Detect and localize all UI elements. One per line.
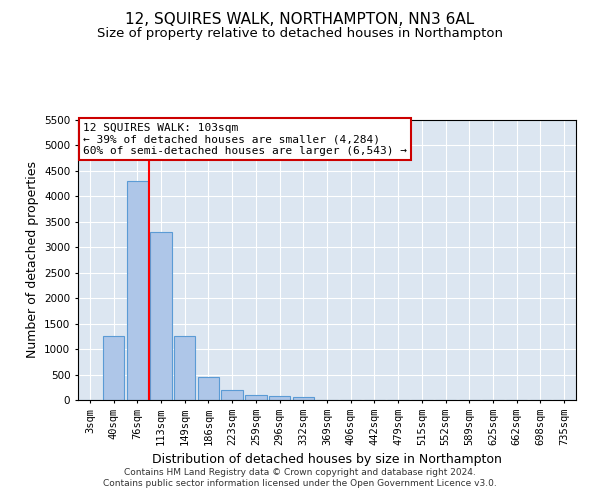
Bar: [103, 336, 124, 400]
Text: 12, SQUIRES WALK, NORTHAMPTON, NN3 6AL: 12, SQUIRES WALK, NORTHAMPTON, NN3 6AL: [125, 12, 475, 28]
X-axis label: Distribution of detached houses by size in Northampton: Distribution of detached houses by size …: [152, 454, 502, 466]
Text: Contains HM Land Registry data © Crown copyright and database right 2024.
Contai: Contains HM Land Registry data © Crown c…: [103, 468, 497, 487]
Bar: [293, 398, 314, 400]
Text: Size of property relative to detached houses in Northampton: Size of property relative to detached ho…: [97, 28, 503, 40]
Bar: [174, 336, 196, 400]
Bar: [269, 396, 290, 400]
Bar: [221, 390, 243, 400]
Bar: [127, 181, 148, 400]
Bar: [198, 377, 219, 400]
Text: 12 SQUIRES WALK: 103sqm
← 39% of detached houses are smaller (4,284)
60% of semi: 12 SQUIRES WALK: 103sqm ← 39% of detache…: [83, 123, 407, 156]
Bar: [245, 395, 266, 400]
Bar: [151, 232, 172, 400]
Y-axis label: Number of detached properties: Number of detached properties: [26, 162, 38, 358]
